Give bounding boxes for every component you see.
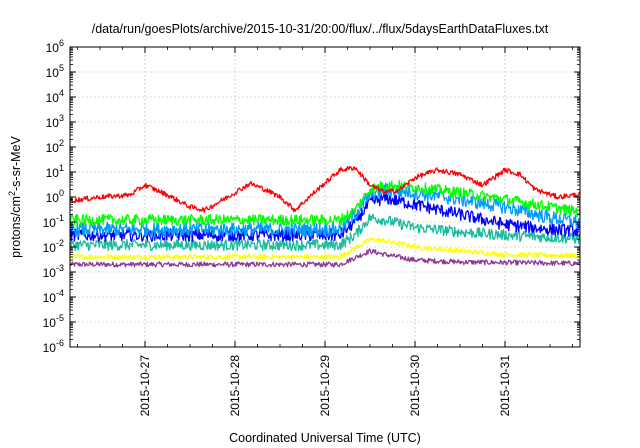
series-line-1 <box>70 165 580 214</box>
series-line-2 <box>70 180 580 227</box>
y-tick-base: 10 <box>46 91 60 105</box>
x-tick-label: 2015-10-31 <box>498 355 512 417</box>
y-tick-base: 10 <box>43 216 57 230</box>
y-tick-label: 100 <box>46 188 64 205</box>
x-tick-label: 2015-10-27 <box>138 355 152 417</box>
y-tick-exponent: -2 <box>56 238 64 248</box>
series-line-6 <box>70 237 580 261</box>
y-tick-exponent: -6 <box>56 338 64 348</box>
y-tick-exponent: -1 <box>56 213 64 223</box>
series-line-4 <box>70 191 580 242</box>
series-line-7 <box>70 248 580 268</box>
chart-title: /data/run/goesPlots/archive/2015-10-31/2… <box>92 22 549 36</box>
y-tick-exponent: 0 <box>59 188 64 198</box>
y-tick-exponent: 2 <box>59 138 64 148</box>
y-tick-label: 10-2 <box>43 238 64 255</box>
y-tick-exponent: 3 <box>59 113 64 123</box>
y-tick-label: 10-1 <box>43 213 64 230</box>
y-tick-label: 10-6 <box>43 338 64 355</box>
y-tick-exponent: -3 <box>56 263 64 273</box>
y-tick-exponent: 6 <box>59 38 64 48</box>
y-tick-label: 103 <box>46 113 64 130</box>
y-tick-label: 10-5 <box>43 313 64 330</box>
series-group <box>70 165 580 268</box>
ticks: 10-610-510-410-310-210-11001011021031041… <box>43 38 580 416</box>
y-tick-label: 102 <box>46 138 64 155</box>
y-tick-label: 104 <box>46 88 64 105</box>
y-tick-exponent: 4 <box>59 88 64 98</box>
series-line-3 <box>70 182 580 238</box>
y-axis-title-part: -s-sr-MeV <box>9 135 23 191</box>
y-tick-exponent: -5 <box>56 313 64 323</box>
y-tick-base: 10 <box>46 66 60 80</box>
y-tick-base: 10 <box>46 141 60 155</box>
y-axis-title-group: protons/cm2-s-sr-MeV <box>7 135 23 257</box>
x-tick-label: 2015-10-30 <box>408 355 422 417</box>
y-tick-base: 10 <box>43 241 57 255</box>
y-tick-base: 10 <box>46 41 60 55</box>
y-tick-base: 10 <box>46 191 60 205</box>
y-tick-base: 10 <box>46 116 60 130</box>
y-tick-base: 10 <box>43 341 57 355</box>
y-tick-base: 10 <box>43 316 57 330</box>
y-tick-exponent: -4 <box>56 288 64 298</box>
series-line-5 <box>70 213 580 252</box>
y-tick-label: 10-4 <box>43 288 64 305</box>
x-axis-title: Coordinated Universal Time (UTC) <box>229 431 421 445</box>
y-tick-base: 10 <box>46 166 60 180</box>
y-tick-label: 10-3 <box>43 263 64 280</box>
y-axis-title: protons/cm2-s-sr-MeV <box>7 135 23 257</box>
y-tick-base: 10 <box>43 291 57 305</box>
y-tick-label: 101 <box>46 163 64 180</box>
y-tick-label: 106 <box>46 38 64 55</box>
y-tick-base: 10 <box>43 266 57 280</box>
x-tick-label: 2015-10-29 <box>318 355 332 417</box>
y-axis-title-part: protons/cm <box>9 196 23 258</box>
y-tick-exponent: 5 <box>59 63 64 73</box>
x-tick-label: 2015-10-28 <box>228 355 242 417</box>
y-axis-title-superscript: 2 <box>7 191 17 196</box>
y-tick-exponent: 1 <box>59 163 64 173</box>
y-tick-label: 105 <box>46 63 64 80</box>
